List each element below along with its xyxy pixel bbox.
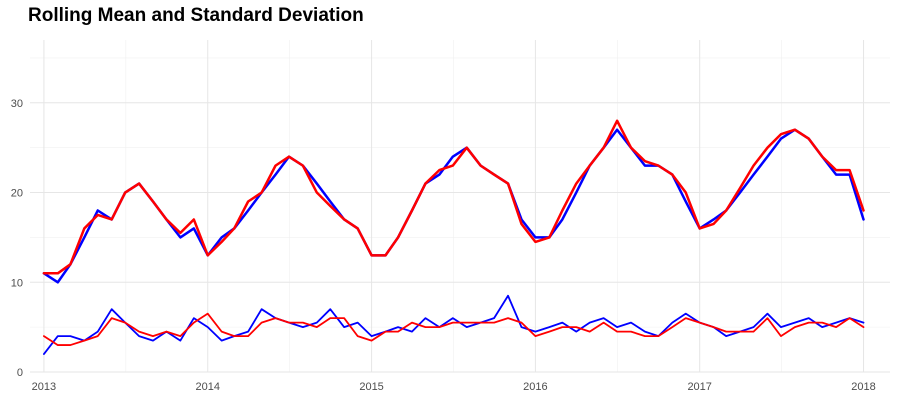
x-tick-label: 2018 (851, 381, 875, 393)
grid-layer (30, 40, 890, 373)
x-tick-label: 2013 (32, 381, 56, 393)
series-line-rolling-std-mean (43, 312, 865, 346)
series-line-rolling-mean (42, 119, 865, 275)
y-tick-label: 30 (11, 98, 23, 110)
chart-title: Rolling Mean and Standard Deviation (28, 5, 364, 26)
x-tick-label: 2014 (196, 381, 220, 393)
axis-layer: 0 10 20 30 2013 2014 2015 2016 2017 2018 (11, 98, 876, 393)
x-tick-label: 2015 (359, 381, 383, 393)
series-line-rolling-std (43, 294, 865, 355)
y-tick-label: 20 (11, 188, 23, 200)
y-tick-label: 10 (11, 277, 23, 289)
x-tick-label: 2016 (523, 381, 547, 393)
series-layer (42, 119, 865, 355)
y-tick-label: 0 (17, 367, 23, 379)
x-tick-label: 2017 (687, 381, 711, 393)
